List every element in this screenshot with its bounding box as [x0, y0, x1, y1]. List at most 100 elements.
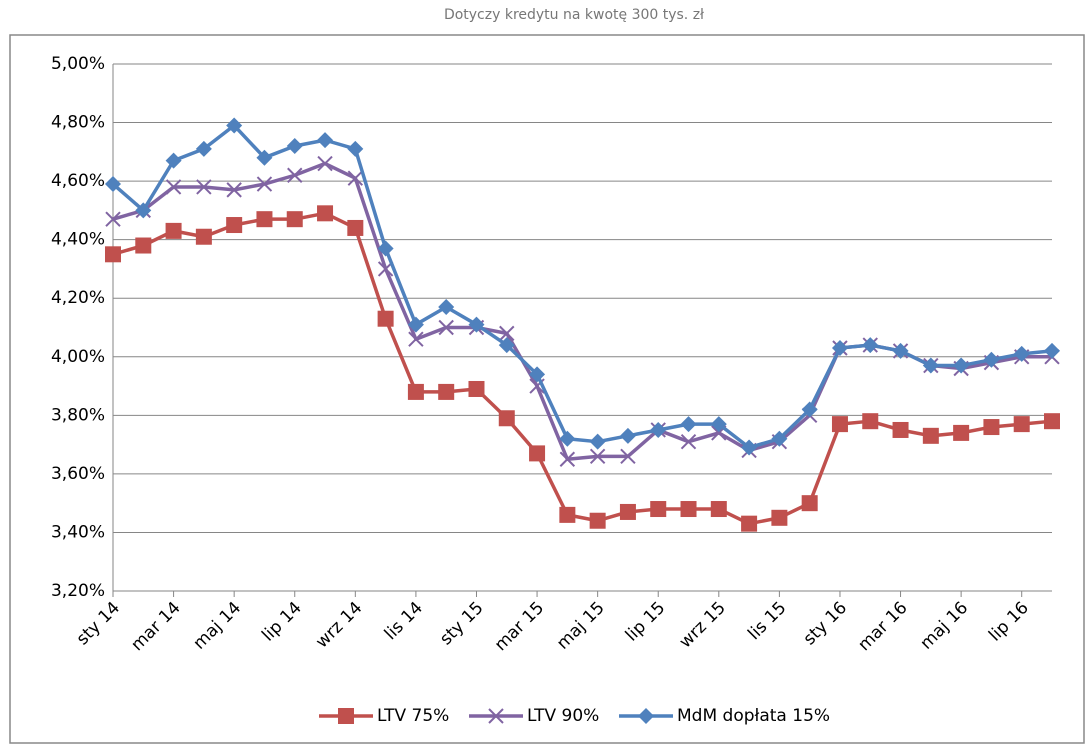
marker: [196, 179, 212, 195]
marker: [226, 117, 243, 134]
marker: [135, 202, 152, 219]
marker: [983, 419, 1000, 436]
marker: [1044, 413, 1060, 430]
marker: [619, 427, 636, 444]
marker: [256, 211, 273, 228]
y-tick-label: 4,80%: [51, 113, 105, 133]
y-tick-label: 3,40%: [51, 522, 105, 542]
y-tick-label: 3,80%: [51, 405, 105, 425]
marker: [256, 176, 273, 192]
marker: [195, 140, 212, 157]
marker: [559, 430, 576, 447]
legend-label: LTV 75%: [377, 706, 449, 726]
marker: [710, 416, 727, 433]
marker: [589, 433, 606, 450]
y-tick-label: 3,20%: [51, 581, 105, 601]
marker: [226, 217, 243, 234]
marker: [559, 451, 576, 467]
marker: [589, 448, 606, 465]
marker: [317, 132, 334, 149]
marker: [1044, 342, 1060, 359]
marker: [650, 421, 667, 438]
legend-entry: LTV 75%: [319, 706, 449, 726]
marker: [741, 515, 758, 532]
marker: [407, 316, 424, 333]
marker: [983, 351, 1000, 368]
marker: [619, 503, 636, 520]
legend-marker: [338, 708, 354, 724]
marker: [498, 410, 515, 427]
legend-marker: [488, 708, 504, 724]
marker: [165, 222, 182, 239]
marker: [347, 140, 364, 157]
y-tick-label: 4,20%: [51, 288, 105, 308]
marker: [559, 506, 576, 523]
marker: [195, 228, 212, 245]
legend-entry: MdM dopłata 15%: [619, 706, 830, 726]
marker: [347, 219, 364, 236]
marker: [105, 246, 121, 263]
marker: [286, 211, 303, 228]
y-tick-label: 5,00%: [51, 54, 105, 74]
marker: [438, 383, 455, 400]
marker: [317, 205, 334, 222]
marker: [620, 448, 636, 465]
marker: [287, 167, 303, 183]
marker: [317, 155, 333, 172]
series: [105, 117, 1060, 456]
marker: [862, 337, 879, 354]
marker: [922, 427, 939, 444]
marker: [286, 137, 303, 154]
y-tick-label: 3,60%: [51, 464, 105, 484]
legend-marker: [638, 708, 654, 724]
marker: [650, 501, 667, 518]
marker: [377, 240, 394, 257]
marker: [165, 179, 182, 195]
y-tick-label: 4,60%: [51, 171, 105, 191]
legend-entry: LTV 90%: [469, 706, 599, 726]
marker: [1013, 416, 1030, 433]
marker: [256, 149, 273, 166]
marker: [165, 152, 182, 169]
marker: [953, 357, 970, 374]
marker: [680, 416, 697, 433]
marker: [135, 237, 152, 254]
marker: [953, 424, 970, 441]
y-tick-label: 4,40%: [51, 230, 105, 250]
marker: [710, 501, 727, 518]
marker: [105, 211, 121, 227]
marker: [438, 319, 454, 336]
marker: [468, 316, 485, 333]
marker: [922, 357, 939, 374]
marker: [377, 310, 394, 327]
y-tick-label: 4,00%: [51, 347, 105, 367]
marker: [771, 509, 788, 526]
marker: [408, 331, 424, 347]
marker: [771, 430, 788, 447]
marker: [407, 383, 424, 400]
marker: [105, 176, 121, 193]
marker: [831, 339, 848, 356]
legend-label: LTV 90%: [527, 706, 599, 726]
marker: [801, 495, 818, 512]
marker: [499, 325, 515, 342]
marker: [680, 433, 697, 450]
marker: [680, 501, 697, 518]
marker: [438, 299, 455, 316]
marker: [468, 380, 485, 397]
marker: [831, 416, 848, 433]
marker: [347, 170, 364, 186]
marker: [529, 445, 546, 462]
marker: [892, 421, 909, 438]
marker: [226, 182, 242, 198]
marker: [589, 512, 606, 529]
marker: [1013, 345, 1030, 362]
marker: [862, 413, 879, 430]
marker: [498, 337, 515, 354]
chart-title: Dotyczy kredytu na kwotę 300 tys. zł: [444, 7, 704, 23]
series: [105, 205, 1060, 532]
marker: [801, 401, 818, 418]
legend-label: MdM dopłata 15%: [677, 706, 830, 726]
marker: [529, 366, 546, 383]
